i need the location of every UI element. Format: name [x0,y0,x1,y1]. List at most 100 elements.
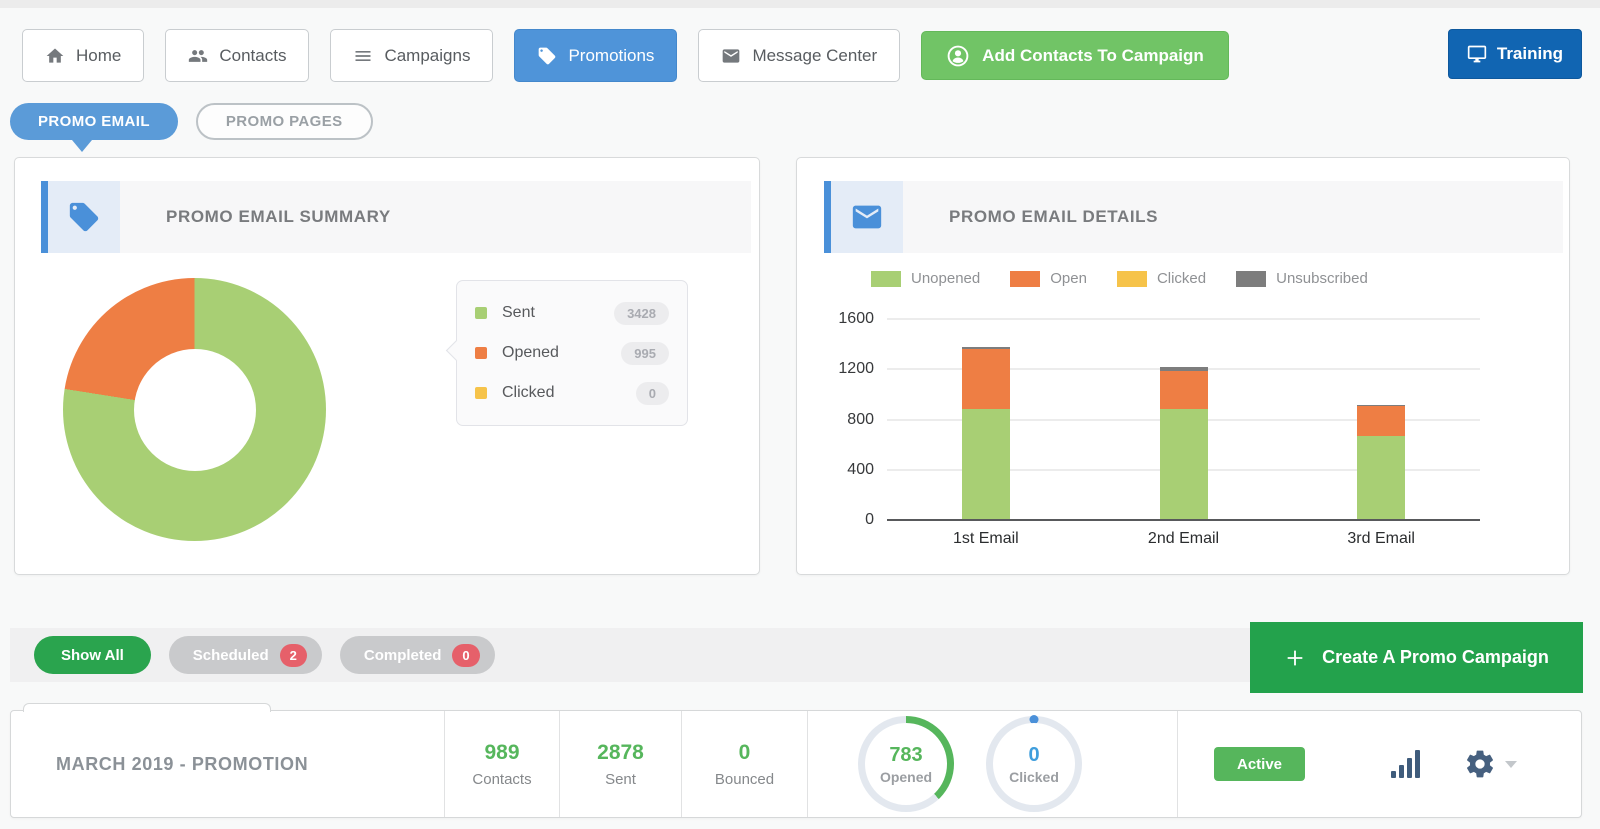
nav-home-button[interactable]: Home [22,29,145,82]
tab-promo-pages[interactable]: PROMO PAGES [195,103,373,140]
settings-dropdown[interactable] [1464,748,1518,780]
bar-slot-3rd-email [1282,319,1480,520]
nav-message-center-label: Message Center [752,45,878,65]
clicked-swatch [475,387,487,399]
campaign-actions-cell: Active [1177,711,1581,817]
stacked-bar [961,319,1010,520]
add-contacts-to-campaign-button[interactable]: Add Contacts To Campaign [921,31,1229,80]
x-category-label: 1st Email [952,530,1019,547]
promo-email-details-card: PROMO EMAIL DETAILS Unopened Open Clicked U… [796,157,1570,575]
contacts-label: Contacts [472,770,532,788]
contacts-value: 989 [484,740,520,764]
legend-row-sent: Sent 3428 [475,301,669,325]
bar-chart-legend: Unopened Open Clicked Unsubscribed [871,270,1549,287]
tag-icon [69,202,99,232]
legend-label: Unopened [911,270,981,287]
filter-show-all[interactable]: Show All [34,636,151,674]
clicked-ring-value: 0 [1028,743,1040,766]
nav-promotions-label: Promotions [568,45,655,65]
summary-header-iconbox [48,181,120,253]
y-tick-label: 1200 [838,360,874,378]
tag-icon [539,47,556,64]
opened-label: Opened [502,344,559,361]
bar-chart-plot: 0 400 800 1200 1600 [838,311,1480,528]
bar-chart-x-labels: 1st Email 2nd Email 3rd Email [887,530,1480,548]
bounced-value: 0 [738,740,751,764]
legend-item-open: Open [1010,270,1087,287]
legend-item-unsubscribed: Unsubscribed [1236,270,1368,287]
gear-icon [1467,750,1494,778]
completed-count-badge: 0 [452,643,480,667]
y-tick-label: 800 [847,410,874,428]
clicked-value-badge: 0 [635,381,669,405]
legend-label: Open [1050,270,1087,287]
summary-card-title: PROMO EMAIL SUMMARY [166,207,391,226]
bar-groups [887,319,1480,520]
envelope-icon [852,205,882,229]
monitor-icon [1467,45,1487,63]
legend-swatch [1236,270,1267,287]
promo-tabs: PROMO EMAIL PROMO PAGES [10,103,373,152]
stacked-bar [1357,319,1406,520]
plus-icon [1287,650,1303,665]
tab-promo-email-label: PROMO EMAIL [38,113,150,130]
filter-completed[interactable]: Completed 0 [339,636,495,674]
scheduled-count-badge: 2 [279,643,307,667]
summary-card-header: PROMO EMAIL SUMMARY [41,181,751,253]
nav-contacts-button[interactable]: Contacts [165,29,310,82]
sent-label: Sent [605,770,636,788]
completed-label: Completed [363,646,442,664]
details-header-iconbox [831,181,903,253]
nav-message-center-button[interactable]: Message Center [698,29,901,82]
opened-value-badge: 995 [621,341,669,365]
legend-label: Clicked [1156,270,1207,287]
nav-promotions-button[interactable]: Promotions [514,29,678,82]
donut-chart [63,278,326,541]
opened-swatch [475,347,487,359]
training-button[interactable]: Training [1447,29,1582,79]
stat-sent: 2878 Sent [559,711,681,817]
campaign-name: MARCH 2019 - PROMOTION [56,753,309,774]
sent-value-badge: 3428 [614,301,669,325]
y-tick-label: 0 [865,511,874,528]
add-contacts-label: Add Contacts To Campaign [982,45,1204,65]
filter-scheduled[interactable]: Scheduled 2 [168,636,322,674]
status-badge[interactable]: Active [1214,747,1306,781]
details-card-header: PROMO EMAIL DETAILS [824,181,1563,253]
opened-ring-inner: 783 Opened [865,723,947,805]
bar-segment-open [961,349,1010,410]
opened-ring-value: 783 [889,743,923,766]
donut-legend-card: Sent 3428 Opened 995 Clicked 0 [456,280,688,426]
sent-label: Sent [502,304,535,321]
caret-down-icon [1505,760,1518,774]
stacked-bar [1159,319,1208,520]
header-accent-bar [41,181,48,253]
legend-item-clicked: Clicked [1116,270,1207,287]
stats-chart-icon[interactable] [1391,750,1421,778]
contacts-icon [189,49,208,62]
campaign-title-cell: MARCH 2019 - PROMOTION [11,711,444,817]
nav-campaigns-button[interactable]: Campaigns [330,29,494,82]
campaign-row[interactable]: MARCH 2019 - PROMOTION 989 Contacts 2878… [10,703,1582,818]
nav-home-label: Home [76,45,122,65]
legend-swatch [871,270,901,287]
legend-item-unopened: Unopened [871,270,980,287]
bar-segment-unopened [961,409,1010,520]
clicked-ring-inner: 0 Clicked [993,723,1075,805]
details-card-title: PROMO EMAIL DETAILS [949,207,1159,226]
bar-segment-unsubscribed [1357,405,1406,407]
bar-segment-unopened [1357,435,1406,520]
y-tick-label: 400 [847,460,874,478]
create-promo-campaign-button[interactable]: Create A Promo Campaign [1250,622,1583,693]
person-circle-icon [947,45,969,66]
promo-email-summary-card: PROMO EMAIL SUMMARY Sent 3428 Opened 995… [14,157,760,575]
bar-segment-unsubscribed [961,346,1010,350]
header-accent-bar [824,181,831,253]
stat-bounced: 0 Bounced [681,711,807,817]
tab-promo-email[interactable]: PROMO EMAIL [10,103,178,152]
status-label: Active [1237,755,1283,773]
nav-contacts-label: Contacts [219,45,287,65]
bar-segment-unopened [1159,409,1208,520]
bar-segment-open [1357,406,1406,436]
